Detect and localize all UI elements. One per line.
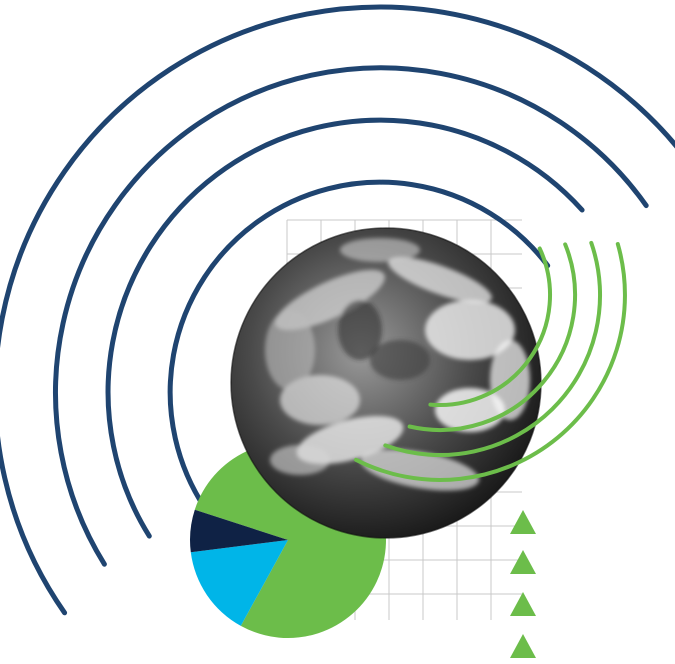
triangle-up-icon [510, 550, 536, 574]
navy-signal-arc [53, 65, 649, 567]
navy-signal-arc [105, 117, 585, 539]
earth-globe-icon [230, 227, 542, 539]
triangle-up-icon [510, 592, 536, 616]
triangle-up-icon [510, 510, 536, 534]
triangle-markers [510, 510, 536, 658]
navy-signal-arc [167, 179, 551, 512]
green-signal-arcs [354, 240, 627, 482]
navy-signal-arcs [0, 4, 675, 616]
green-signal-arc [428, 246, 552, 408]
pie-slice-light-blue [190, 540, 288, 626]
triangle-up-icon [510, 634, 536, 658]
navy-signal-arc [0, 4, 675, 616]
green-signal-arc [407, 242, 577, 432]
green-signal-arc [354, 242, 627, 482]
pie-slice-dark-navy [190, 509, 288, 553]
green-signal-arc [383, 240, 603, 457]
